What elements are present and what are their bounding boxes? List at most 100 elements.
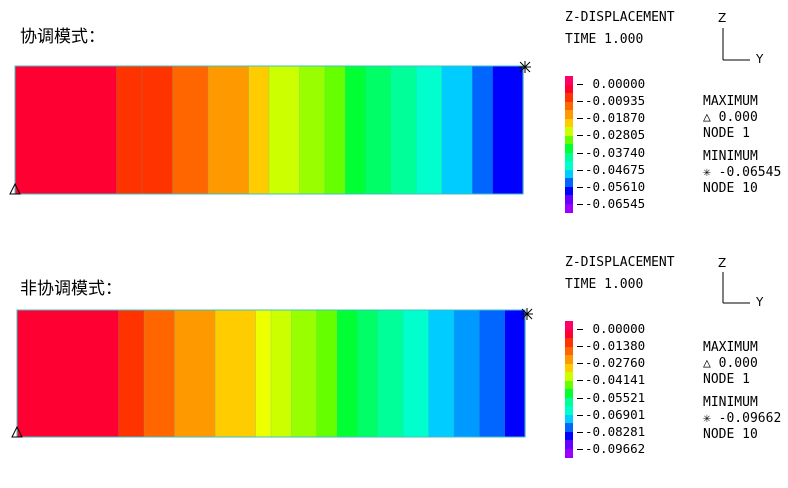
contour-plot xyxy=(9,28,750,195)
variable-label: Z-DISPLACEMENT xyxy=(565,255,675,270)
colorbar-swatch xyxy=(565,355,573,364)
colorbar-tick xyxy=(577,101,583,103)
min-asterisk-icon: ✳ xyxy=(703,411,711,426)
colorbar-tick xyxy=(577,346,583,348)
min-asterisk-icon: ✳ xyxy=(703,165,711,180)
colorbar-tick-label: -0.04141 xyxy=(585,372,646,388)
colorbar-tick xyxy=(577,204,583,205)
contour-band xyxy=(390,66,417,194)
contour-band xyxy=(142,66,174,194)
colorbar-swatch xyxy=(565,144,573,153)
colorbar-tick xyxy=(577,135,583,137)
contour-panel-coordinated: 协调模式： Z-DISPLACEMENT TIME 1.000 Z Y 0.00… xyxy=(0,0,788,243)
contour-band xyxy=(208,66,250,194)
colorbar-swatch xyxy=(565,423,573,432)
time-label: TIME 1.000 xyxy=(565,277,644,292)
variable-label: Z-DISPLACEMENT xyxy=(565,10,675,25)
max-node-marker-icon xyxy=(11,425,23,438)
minimum-node: NODE 10 xyxy=(703,181,758,196)
colorbar-tick-label: -0.06901 xyxy=(585,406,646,422)
contour-band xyxy=(337,310,358,437)
colorbar-swatch xyxy=(565,380,573,390)
contour-band xyxy=(118,310,145,437)
contour-band xyxy=(345,66,367,194)
axis-triad-icon xyxy=(722,272,750,304)
colorbar-tick xyxy=(577,84,583,85)
colorbar-swatch xyxy=(565,338,573,347)
colorbar-swatch xyxy=(565,178,573,187)
min-node-marker-icon xyxy=(519,61,531,73)
contour-band xyxy=(365,66,392,194)
contour-band xyxy=(324,66,346,194)
minimum-node: NODE 10 xyxy=(703,427,758,442)
colorbar-tick xyxy=(577,397,583,399)
contour-band xyxy=(479,310,506,437)
colorbar-tick xyxy=(577,329,583,330)
colorbar-tick xyxy=(577,118,583,120)
mesh-outline xyxy=(14,65,524,195)
minimum-value: -0.09662 xyxy=(718,411,782,426)
colorbar-swatch xyxy=(565,329,573,339)
maximum-value: 0.000 xyxy=(718,110,758,125)
colorbar-swatch xyxy=(565,397,573,407)
colorbar-swatch xyxy=(565,101,573,111)
colorbar-tick xyxy=(577,152,583,154)
colorbar-swatch xyxy=(565,161,573,170)
contour-band xyxy=(269,66,301,194)
colorbar-tick-label: -0.05521 xyxy=(585,389,646,405)
colorbar-tick-label: -0.00935 xyxy=(585,93,646,109)
minimum-value-row: ✳ -0.06545 xyxy=(703,165,781,180)
colorbar-swatch xyxy=(565,372,573,381)
contour-band xyxy=(248,66,270,194)
colorbar-swatch xyxy=(565,76,573,85)
minimum-label: MINIMUM xyxy=(703,149,758,164)
contour-band xyxy=(144,310,176,437)
colorbar-tick-label: -0.02760 xyxy=(585,355,646,371)
colorbar-swatch xyxy=(565,448,573,458)
contour-band xyxy=(403,310,430,437)
max-triangle-icon: △ xyxy=(703,110,711,125)
colorbar-swatch xyxy=(565,440,573,449)
axis-y-label: Y xyxy=(756,52,764,66)
panel-title: 协调模式： xyxy=(20,27,105,47)
contour-band xyxy=(472,66,494,194)
colorbar-tick-label: 0.00000 xyxy=(585,321,646,336)
colorbar-tick-label: -0.02805 xyxy=(585,127,646,143)
colorbar-swatch xyxy=(565,93,573,102)
colorbar-swatch xyxy=(565,389,573,398)
colorbar-swatch xyxy=(565,363,573,373)
maximum-label: MAXIMUM xyxy=(703,340,758,355)
max-triangle-icon: △ xyxy=(703,356,711,371)
colorbar-tick-label: 0.00000 xyxy=(585,76,646,91)
colorbar-tick xyxy=(577,169,583,171)
colorbar-tick-label: -0.01870 xyxy=(585,110,646,126)
colorbar-tick-label: -0.04675 xyxy=(585,161,646,177)
colorbar-swatch xyxy=(565,431,573,441)
axis-y-label: Y xyxy=(756,295,764,309)
minimum-label: MINIMUM xyxy=(703,395,758,410)
max-node-marker-icon xyxy=(9,182,21,195)
contour-band xyxy=(172,66,209,194)
maximum-value: 0.000 xyxy=(718,356,758,371)
colorbar-swatch xyxy=(565,203,573,213)
contour-band xyxy=(17,310,120,437)
colorbar-tick xyxy=(577,449,583,450)
contour-plot xyxy=(11,272,750,438)
maximum-value-row: △ 0.000 xyxy=(703,356,758,371)
contour-band xyxy=(215,310,257,437)
contour-band xyxy=(416,66,443,194)
colorbar-swatch xyxy=(565,127,573,136)
colorbar-swatch xyxy=(565,84,573,94)
maximum-node: NODE 1 xyxy=(703,372,750,387)
colorbar-tick-label: -0.08281 xyxy=(585,423,646,439)
contour-band xyxy=(504,310,526,437)
contour-band xyxy=(116,66,143,194)
minimum-value-row: ✳ -0.09662 xyxy=(703,411,781,426)
contour-band xyxy=(271,310,292,437)
contour-band xyxy=(316,310,338,437)
contour-band xyxy=(428,310,455,437)
colorbar-swatch xyxy=(565,152,573,162)
axis-triad-icon xyxy=(722,28,750,61)
colorbar-tick-label: -0.05610 xyxy=(585,178,646,194)
colorbar-tick-label: -0.09662 xyxy=(585,441,646,456)
